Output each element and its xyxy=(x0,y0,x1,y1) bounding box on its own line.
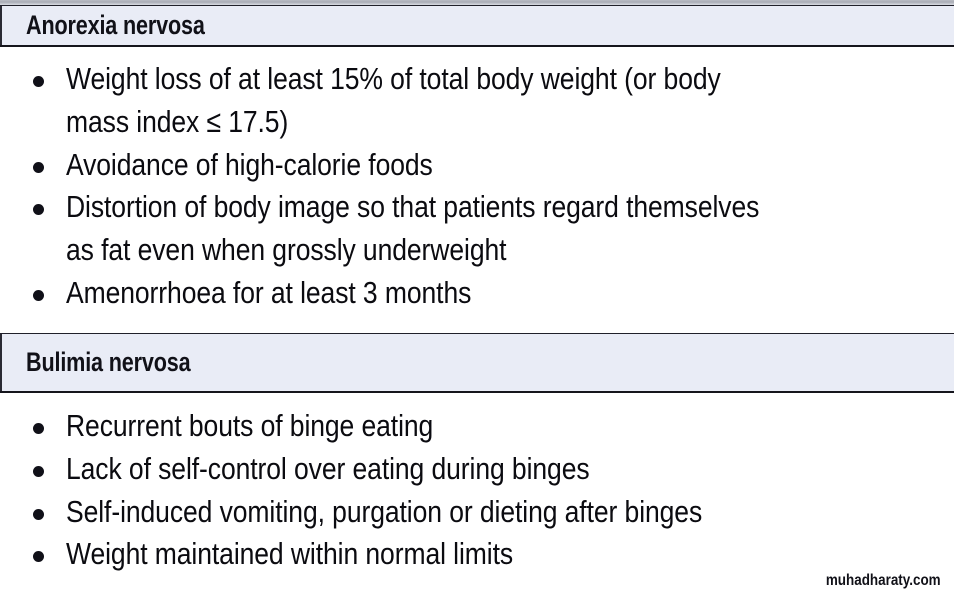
list-item-text: Self-induced vomiting, purgation or diet… xyxy=(66,493,703,529)
section-header-anorexia: Anorexia nervosa xyxy=(0,5,954,47)
bullet-dot-icon xyxy=(33,423,44,434)
list-item: Weight loss of at least 15% of total bod… xyxy=(0,58,954,144)
list-item-text: Avoidance of high-calorie foods xyxy=(66,146,433,182)
section-title-anorexia: Anorexia nervosa xyxy=(26,10,205,40)
list-item: Recurrent bouts of binge eating xyxy=(0,405,954,448)
list-item-text: Lack of self-control over eating during … xyxy=(66,450,590,486)
bullet-dot-icon xyxy=(33,289,44,301)
list-item-text: Weight loss of at least 15% of total bod… xyxy=(66,61,721,139)
section-content-bulimia: Recurrent bouts of binge eating Lack of … xyxy=(0,395,954,598)
list-item-text: Weight maintained within normal limits xyxy=(66,536,514,572)
list-item-text: Amenorrhoea for at least 3 months xyxy=(66,274,472,310)
bullet-dot-icon xyxy=(33,161,44,173)
list-item: Lack of self-control over eating during … xyxy=(0,448,954,491)
criteria-list-bulimia: Recurrent bouts of binge eating Lack of … xyxy=(0,395,954,576)
section-header-bulimia: Bulimia nervosa xyxy=(0,333,954,393)
bullet-dot-icon xyxy=(33,551,44,563)
section-content-anorexia: Weight loss of at least 15% of total bod… xyxy=(0,49,954,333)
list-item: Weight maintained within normal limits xyxy=(0,533,954,576)
criteria-list-anorexia: Weight loss of at least 15% of total bod… xyxy=(0,49,954,315)
header-left-edge-rule xyxy=(0,6,2,45)
list-item: Distortion of body image so that patient… xyxy=(0,186,954,272)
header-left-edge-rule xyxy=(0,334,2,391)
list-item-text: Recurrent bouts of binge eating xyxy=(66,408,434,443)
bullet-dot-icon xyxy=(33,508,44,520)
bullet-dot-icon xyxy=(33,204,44,216)
bullet-dot-icon xyxy=(33,76,44,87)
list-item: Self-induced vomiting, purgation or diet… xyxy=(0,491,954,534)
top-gradient-strip xyxy=(0,0,954,6)
section-title-bulimia: Bulimia nervosa xyxy=(26,347,191,377)
list-item: Avoidance of high-calorie foods xyxy=(0,144,954,187)
bullet-dot-icon xyxy=(33,465,44,477)
list-item-text: Distortion of body image so that patient… xyxy=(66,189,760,268)
site-watermark: muhadharaty.com xyxy=(826,572,941,589)
list-item: Amenorrhoea for at least 3 months xyxy=(0,272,954,315)
